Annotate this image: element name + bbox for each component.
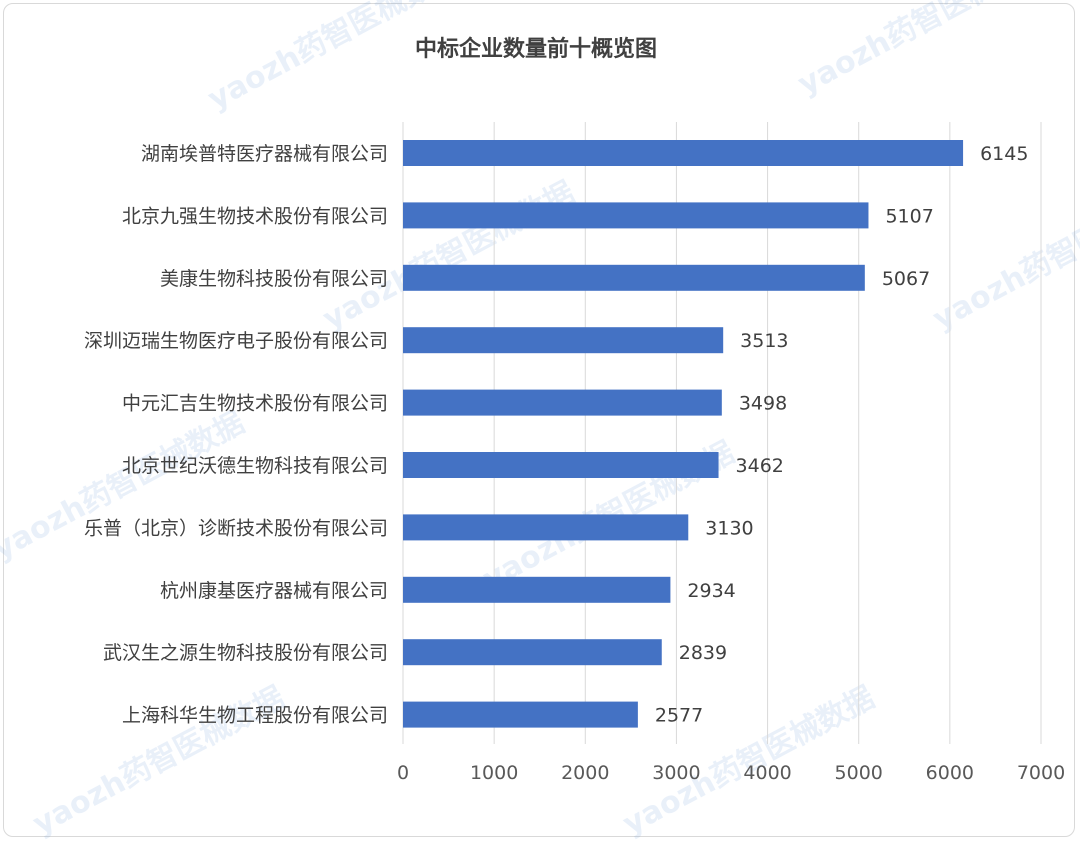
bar: [403, 389, 722, 416]
x-tick-label: 0: [397, 762, 409, 784]
chart-title: 中标企业数量前十概览图: [415, 36, 657, 62]
category-label: 武汉生之源生物科技股份有限公司: [103, 642, 388, 664]
data-label: 6145: [980, 143, 1028, 165]
category-label: 中元汇吉生物技术股份有限公司: [122, 393, 388, 415]
x-tick-label: 3000: [652, 762, 700, 784]
watermark-text: yaozh药智医械数据: [317, 175, 580, 337]
data-label: 2839: [679, 642, 727, 664]
bar: [403, 452, 719, 478]
bar: [403, 514, 689, 541]
data-label: 3130: [705, 517, 753, 539]
bar: [403, 576, 671, 603]
x-tick-label: 5000: [835, 762, 883, 784]
bar: [403, 140, 964, 166]
category-label: 乐普（北京）诊断技术股份有限公司: [84, 517, 388, 539]
data-label: 3513: [740, 330, 788, 352]
bar: [403, 701, 638, 728]
data-labels: 6145 5107 5067 3513 3498 3462 3130 2934 2839 2577: [655, 143, 1029, 727]
watermark-text: yaozh药智医械数据: [0, 405, 250, 567]
category-label: 美康生物科技股份有限公司: [160, 268, 388, 290]
bar: [403, 202, 869, 229]
category-label: 上海科华生物工程股份有限公司: [122, 705, 388, 727]
data-label: 2934: [687, 580, 735, 602]
category-label: 杭州康基医疗器械有限公司: [160, 580, 388, 602]
x-axis-tick-labels: 0 1000 2000 3000 4000 5000 6000 7000: [397, 762, 1065, 784]
bar: [403, 327, 724, 354]
x-tick-label: 4000: [743, 762, 791, 784]
data-label: 5067: [882, 268, 930, 290]
bar: [403, 264, 865, 291]
category-label: 北京世纪沃德生物科技有限公司: [122, 455, 388, 477]
data-label: 5107: [885, 205, 933, 227]
x-tick-label: 2000: [561, 762, 609, 784]
category-label: 北京九强生物技术股份有限公司: [122, 205, 388, 227]
watermark-text: yaozh药智医械数据: [792, 0, 1055, 102]
x-tick-label: 1000: [470, 762, 518, 784]
x-tick-label: 7000: [1017, 762, 1065, 784]
category-label: 湖南埃普特医疗器械有限公司: [141, 143, 388, 165]
x-tick-label: 6000: [926, 762, 974, 784]
category-labels: 湖南埃普特医疗器械有限公司北京九强生物技术股份有限公司美康生物科技股份有限公司深…: [84, 143, 388, 727]
data-label: 3498: [739, 393, 787, 415]
bar: [403, 639, 662, 666]
bars: [403, 140, 964, 728]
category-label: 深圳迈瑞生物医疗电子股份有限公司: [84, 330, 388, 352]
data-label: 2577: [655, 705, 703, 727]
data-label: 3462: [736, 455, 784, 477]
